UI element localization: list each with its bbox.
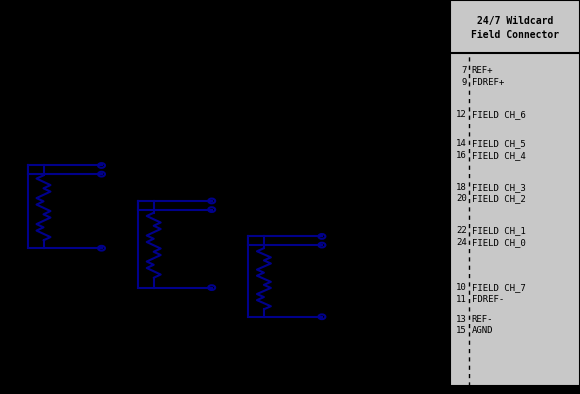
Text: FDREF-: FDREF- — [472, 295, 504, 304]
Text: 24/7 Wildcard: 24/7 Wildcard — [477, 16, 553, 26]
Text: FIELD CH_3: FIELD CH_3 — [472, 183, 525, 191]
Text: 10: 10 — [456, 283, 467, 292]
Bar — [450, 0, 580, 386]
Text: FIELD CH_5: FIELD CH_5 — [472, 139, 525, 148]
Text: Field Connector: Field Connector — [471, 30, 559, 40]
Text: 18: 18 — [456, 183, 467, 191]
Text: 11: 11 — [456, 295, 467, 304]
Text: 13: 13 — [456, 315, 467, 323]
Text: FIELD CH_2: FIELD CH_2 — [472, 195, 525, 203]
Text: 15: 15 — [456, 327, 467, 335]
Text: 14: 14 — [456, 139, 467, 148]
Text: 12: 12 — [456, 110, 467, 119]
Text: FDREF+: FDREF+ — [472, 78, 504, 87]
Text: FIELD CH_1: FIELD CH_1 — [472, 226, 525, 235]
Text: 20: 20 — [456, 195, 467, 203]
Text: FIELD CH_4: FIELD CH_4 — [472, 151, 525, 160]
Text: FIELD CH_7: FIELD CH_7 — [472, 283, 525, 292]
Text: 24: 24 — [456, 238, 467, 247]
Text: 22: 22 — [456, 226, 467, 235]
Text: FIELD CH_6: FIELD CH_6 — [472, 110, 525, 119]
Text: 16: 16 — [456, 151, 467, 160]
Text: REF-: REF- — [472, 315, 493, 323]
Text: FIELD CH_0: FIELD CH_0 — [472, 238, 525, 247]
Text: 9: 9 — [462, 78, 467, 87]
Text: AGND: AGND — [472, 327, 493, 335]
Text: 7: 7 — [462, 67, 467, 75]
Text: REF+: REF+ — [472, 67, 493, 75]
